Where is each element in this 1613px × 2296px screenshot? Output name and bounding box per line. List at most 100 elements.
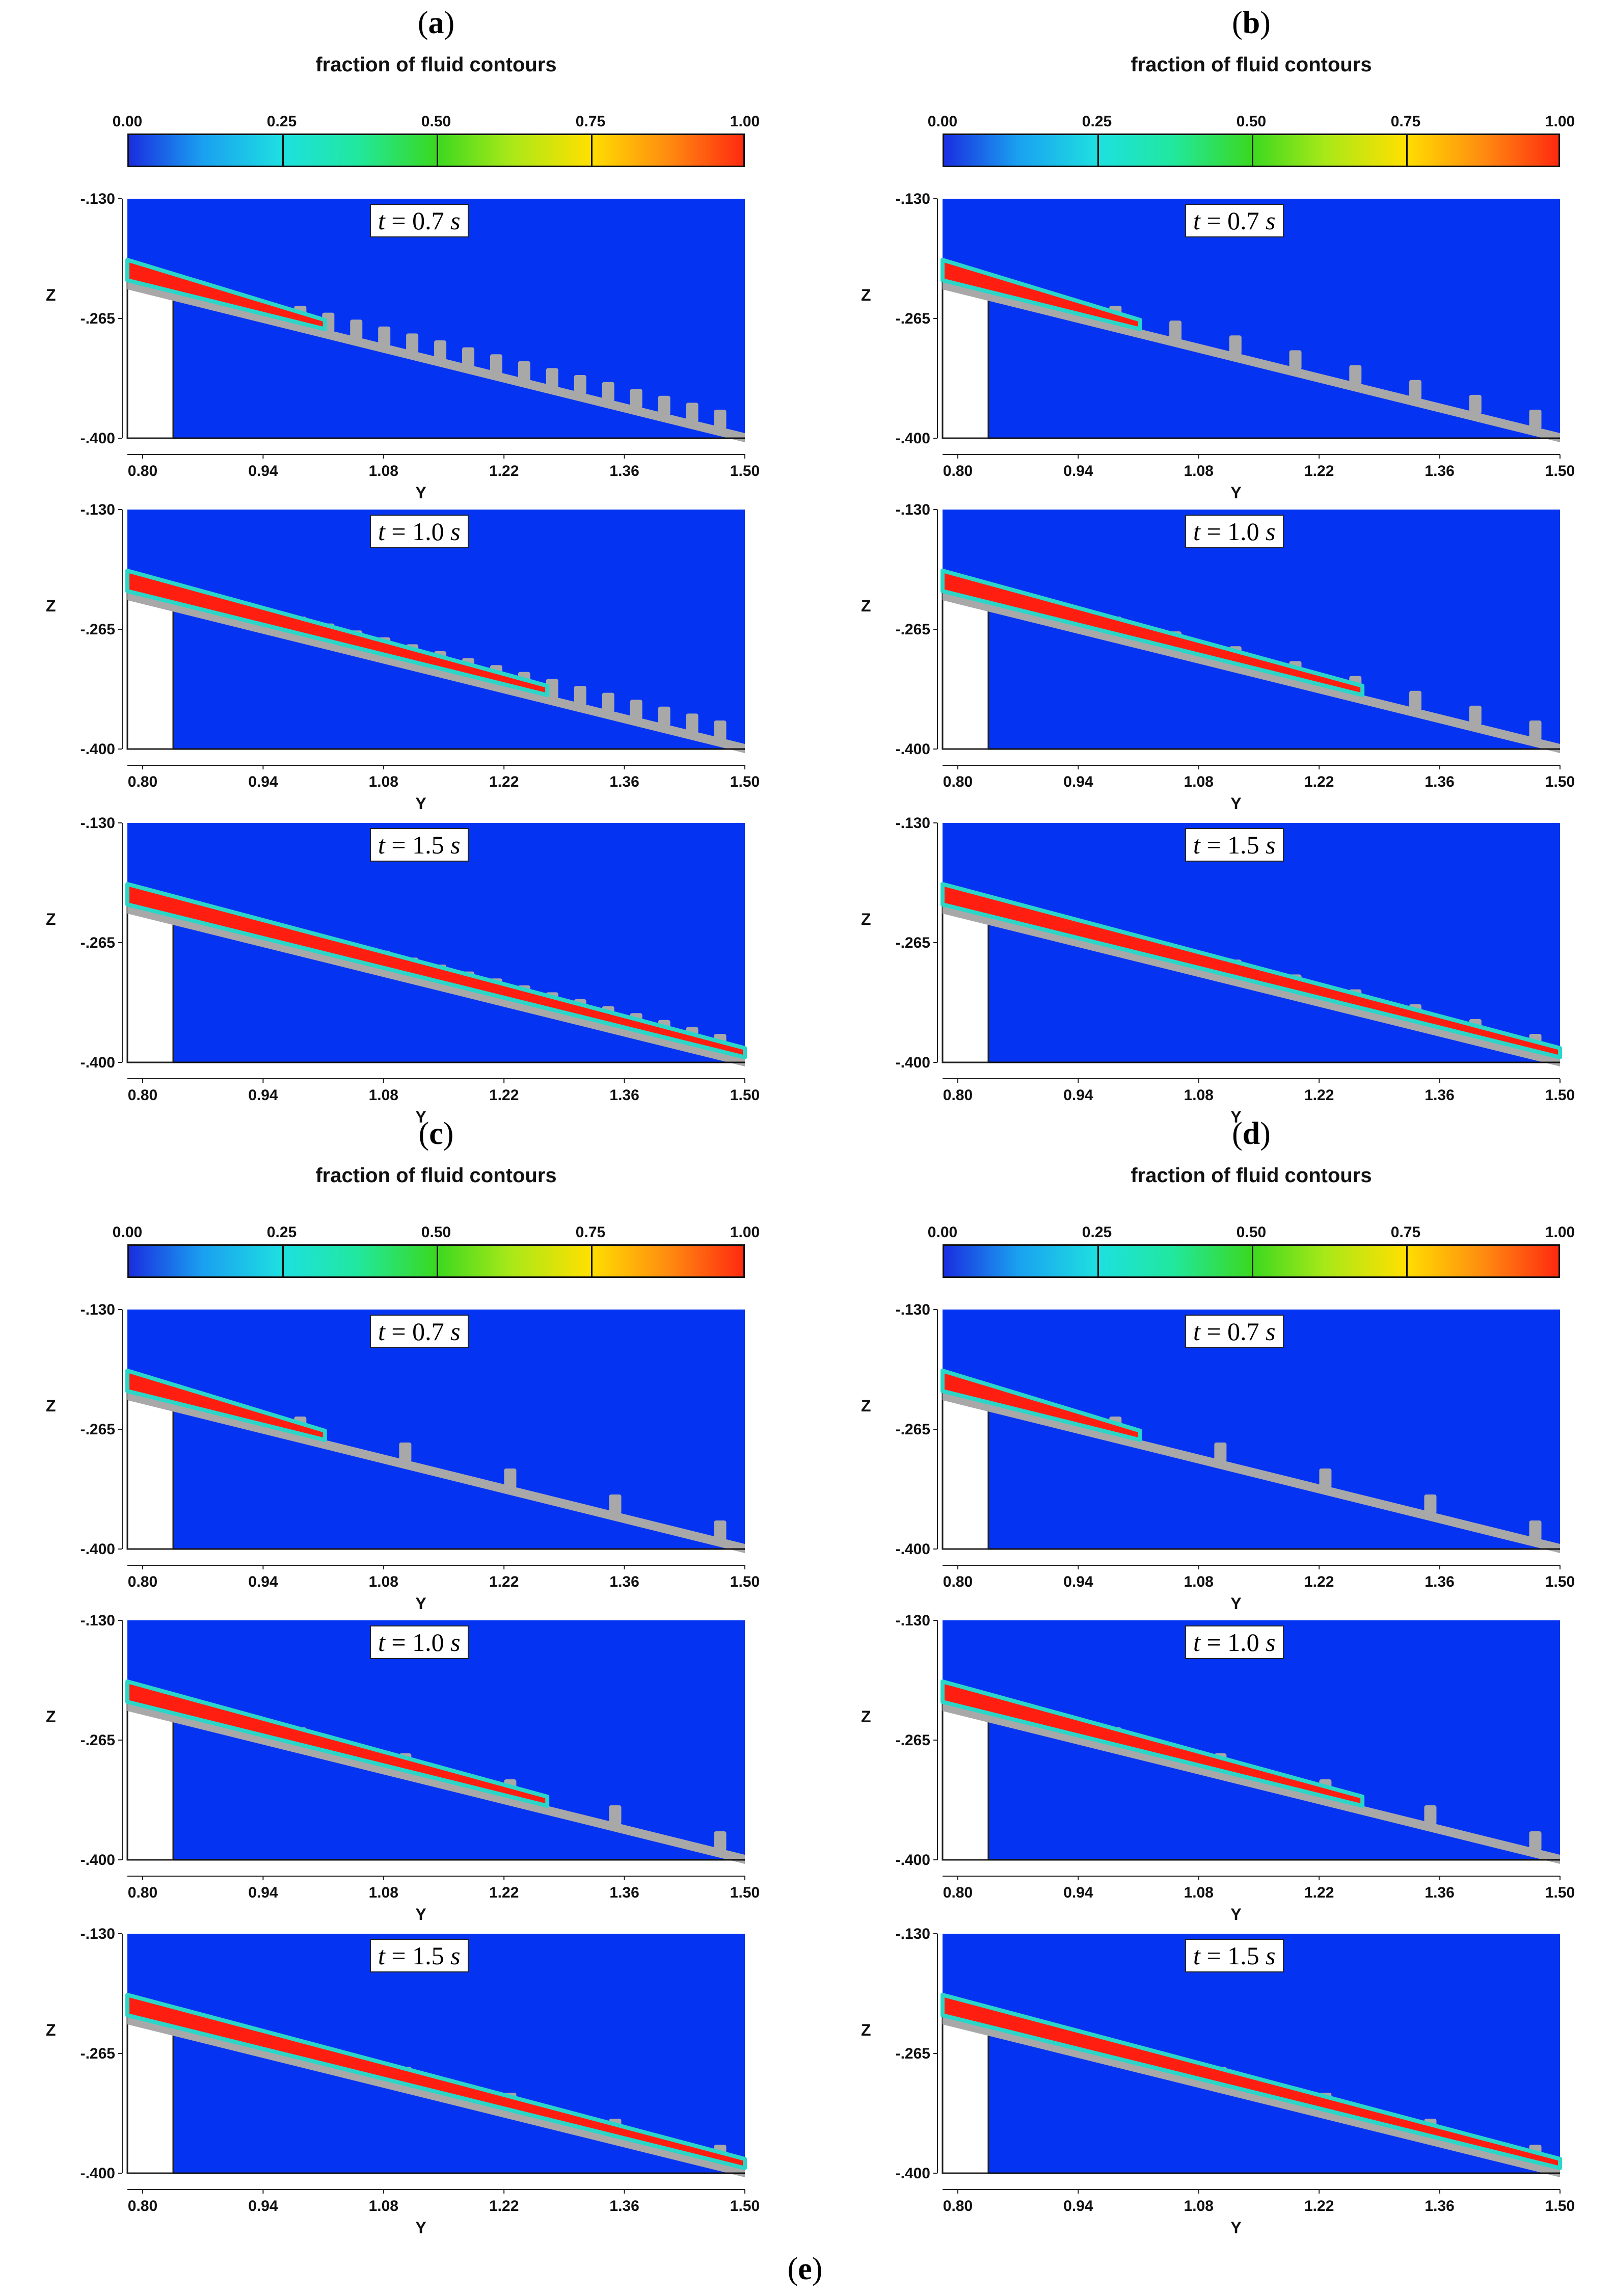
z-axis-label: Z (46, 286, 56, 304)
panel-letter-c: (c) (418, 1116, 454, 1151)
colorbar-tick-label: 0.50 (421, 113, 451, 130)
chute-bed (127, 904, 745, 1066)
chute-bed (127, 280, 745, 442)
z-tick-label: -.265 (896, 1421, 930, 1438)
z-axis-label: Z (861, 1397, 871, 1415)
y-tick-label: 0.94 (1063, 2198, 1093, 2214)
z-tick-label: -.400 (80, 1852, 115, 1868)
y-tick-label: 0.80 (943, 463, 973, 479)
colorbar-divider (282, 135, 284, 166)
y-tick-label: 1.36 (609, 1087, 639, 1104)
z-tick-label: -.400 (80, 430, 115, 447)
colorbar (127, 134, 745, 167)
colorbar-tick-label: 0.25 (1082, 1224, 1112, 1241)
z-tick-label: -.130 (80, 1926, 115, 1942)
y-tick-label: 1.50 (730, 1573, 760, 1590)
riblet (1469, 705, 1482, 725)
colorbar (943, 134, 1560, 167)
colorbar-tick-label: 0.25 (266, 113, 297, 130)
colorbar-tick-label: 0.00 (112, 1224, 143, 1241)
y-tick-label: 1.50 (1545, 1087, 1575, 1104)
colorbar-tick-label: 0.75 (575, 1224, 606, 1241)
y-tick-label: 0.94 (1063, 1573, 1093, 1590)
z-tick-label: -.130 (80, 191, 115, 207)
riblet (658, 395, 670, 415)
colorbar-tick-label: 0.00 (927, 1224, 958, 1241)
y-tick-label: 1.36 (609, 1884, 639, 1901)
riblet (658, 706, 670, 726)
y-axis-label: Y (1230, 1594, 1241, 1613)
riblet (1409, 380, 1422, 399)
colorbar-tick-label: 0.00 (927, 113, 958, 130)
riblet (574, 686, 586, 705)
z-tick-label: -.265 (80, 310, 115, 327)
y-tick-label: 1.08 (369, 1087, 398, 1104)
flow-domain (943, 1310, 1560, 1549)
z-tick-label: -.130 (80, 1301, 115, 1318)
riblet (406, 333, 419, 353)
y-tick-label: 1.36 (1424, 1087, 1454, 1104)
riblet (1424, 1494, 1437, 1514)
inlet-step (942, 590, 989, 750)
colorbar-tick-label: 1.00 (1545, 1224, 1575, 1241)
riblet (1214, 1443, 1227, 1462)
z-tick-label: -.400 (80, 2165, 115, 2182)
y-axis-label: Y (415, 1108, 426, 1126)
riblet (574, 375, 586, 394)
riblet (630, 700, 642, 719)
flow-domain (943, 199, 1560, 438)
inlet-step (126, 1701, 174, 1861)
z-tick-label: -.130 (80, 501, 115, 518)
y-tick-label: 0.80 (943, 2198, 973, 2214)
colorbar-divider (437, 1246, 438, 1276)
y-tick-label: 0.94 (248, 1573, 278, 1590)
riblet (504, 1469, 517, 1488)
y-tick-label: 0.80 (128, 1087, 157, 1104)
contour-subplot: -.130 -.265 -.400 Z 0.80 0.94 1.08 1.22 1.36 1.50… (46, 1301, 760, 1613)
y-tick-label: 0.94 (1063, 1087, 1093, 1104)
fluid-layer (940, 258, 1142, 331)
chute-bed (943, 1391, 1560, 1553)
time-label: t = 0.7 s (370, 204, 469, 237)
inlet-step (942, 279, 989, 439)
inlet-step (942, 903, 989, 1063)
y-tick-label: 1.08 (369, 1573, 398, 1590)
z-tick-label: -.400 (80, 1541, 115, 1558)
y-tick-label: 1.50 (1545, 463, 1575, 479)
z-tick-label: -.130 (80, 815, 115, 832)
inlet-step (126, 1390, 174, 1550)
y-tick-label: 1.50 (730, 1087, 760, 1104)
z-tick-label: -.130 (896, 1926, 930, 1942)
riblet (686, 713, 698, 733)
colorbar-divider (1406, 135, 1408, 166)
y-tick-label: 0.80 (128, 2198, 157, 2214)
y-axis-label: Y (415, 794, 426, 813)
chute-bed (127, 1702, 745, 1864)
y-tick-label: 1.50 (730, 463, 760, 479)
time-label: t = 1.5 s (1185, 1939, 1284, 1972)
figure-caption-letter: (e) (787, 2252, 823, 2286)
y-tick-label: 1.36 (1424, 1573, 1454, 1590)
flow-domain (943, 510, 1560, 749)
riblet (714, 1520, 727, 1540)
z-tick-label: -.400 (80, 1054, 115, 1071)
z-tick-label: -.130 (896, 1612, 930, 1629)
y-tick-label: 1.50 (730, 2198, 760, 2214)
inlet-step (942, 1701, 989, 1861)
time-label: t = 1.0 s (1185, 1625, 1284, 1659)
z-tick-label: -.265 (80, 1732, 115, 1749)
time-label: t = 0.7 s (1185, 1315, 1284, 1348)
z-axis-label: Z (46, 1707, 56, 1726)
y-tick-label: 1.50 (730, 1884, 760, 1901)
panel-letter-d: (d) (1232, 1116, 1271, 1151)
y-tick-label: 1.22 (1304, 2198, 1334, 2214)
y-tick-label: 1.50 (730, 773, 760, 790)
z-tick-label: -.265 (896, 621, 930, 638)
inlet-step (126, 590, 174, 750)
colorbar-title: fraction of fluid contours (1131, 1164, 1372, 1187)
y-axis-label: Y (1230, 1905, 1241, 1924)
y-tick-label: 1.22 (489, 1573, 519, 1590)
y-tick-label: 1.08 (1184, 1884, 1214, 1901)
y-tick-label: 1.22 (1304, 1087, 1334, 1104)
y-tick-label: 1.08 (1184, 1573, 1214, 1590)
